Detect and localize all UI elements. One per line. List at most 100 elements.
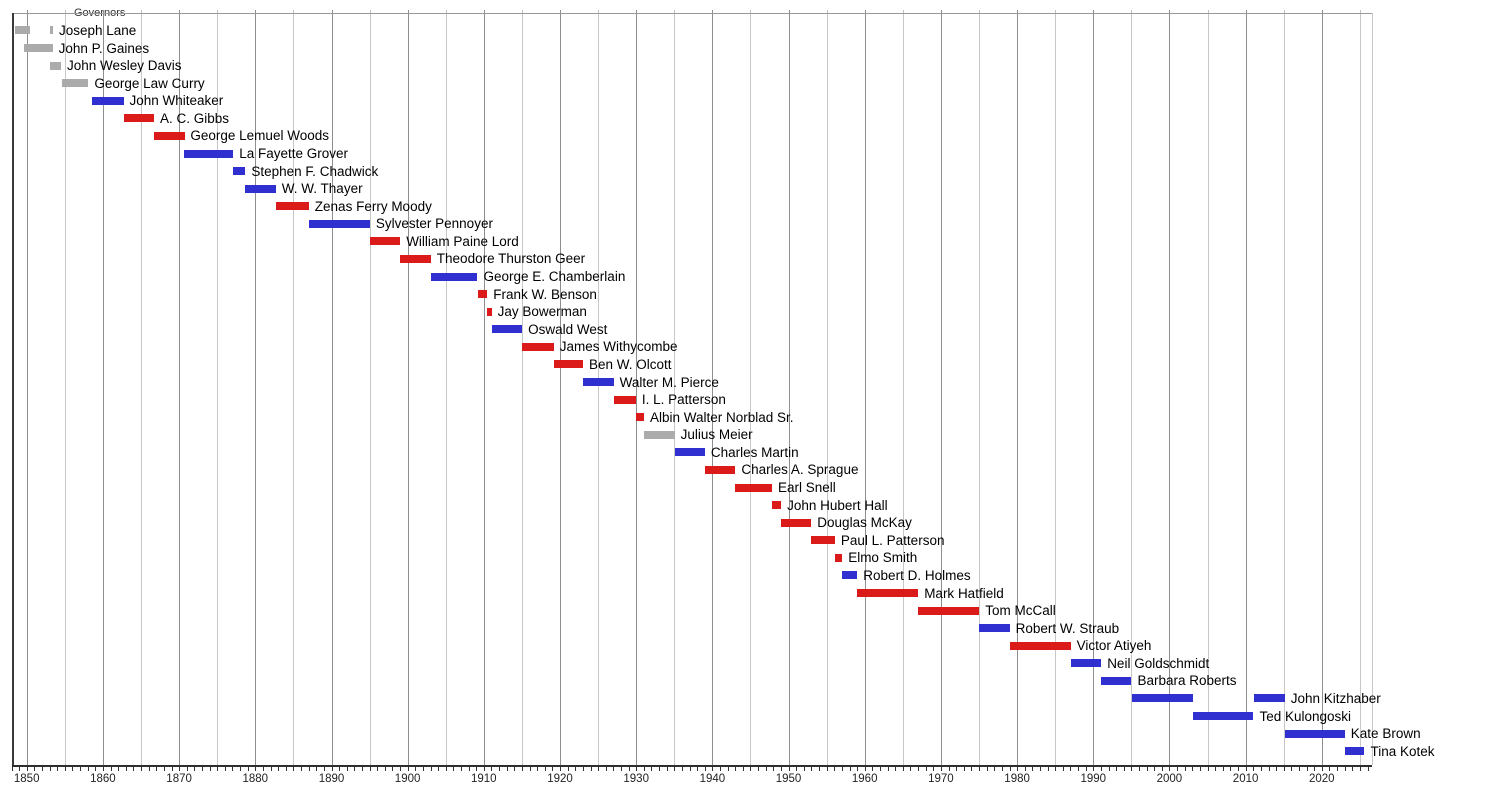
x-axis-tick (133, 767, 135, 771)
gridline-5yr (217, 13, 219, 765)
top-axis-tick (369, 10, 371, 13)
x-axis-label: 2010 (1232, 773, 1259, 785)
governor-label: Elmo Smith (848, 550, 918, 566)
top-axis-tick (750, 10, 752, 13)
x-axis-tick (278, 767, 280, 771)
governor-label: George Lemuel Woods (190, 128, 329, 144)
x-axis-label: 1920 (547, 773, 573, 785)
governor-label: Paul L. Patterson (840, 532, 945, 548)
x-axis-tick (95, 767, 97, 771)
timeline-bar (674, 448, 705, 457)
timeline-bar (857, 589, 919, 597)
x-axis-tick (994, 767, 996, 771)
x-axis-tick (674, 767, 676, 771)
timeline-bar (1284, 729, 1345, 738)
governor-label: George Law Curry (94, 75, 205, 91)
x-axis-tick (148, 767, 150, 771)
top-axis-tick (1283, 10, 1285, 13)
x-axis-tick (1352, 767, 1354, 771)
timeline-bar (1070, 659, 1102, 668)
x-axis-tick (765, 767, 767, 771)
x-axis-tick (346, 767, 348, 771)
timeline-bar (735, 483, 772, 492)
governor-label: Ted Kulongoski (1259, 708, 1352, 724)
governor-label: Oswald West (528, 321, 608, 337)
top-axis-tick (826, 10, 828, 13)
x-axis-tick (422, 767, 424, 771)
x-axis-tick (1306, 767, 1308, 771)
x-axis-tick (1238, 767, 1239, 771)
x-axis-tick (582, 767, 584, 771)
x-axis-tick (445, 767, 447, 771)
x-axis-tick (963, 767, 965, 771)
governor-label: George E. Chamberlain (483, 269, 626, 284)
x-axis-tick (87, 767, 89, 771)
x-axis-tick (240, 767, 241, 771)
gridline-5yr (902, 13, 904, 765)
governor-label: Sylvester Pennoyer (375, 216, 493, 232)
x-axis-tick (849, 767, 851, 771)
timeline-bar (245, 184, 276, 193)
governor-label: Frank W. Benson (493, 286, 597, 302)
timeline-bar (430, 272, 478, 281)
x-axis-tick (552, 767, 554, 771)
gridline-decade (1321, 13, 1323, 765)
x-axis-tick (1032, 767, 1034, 771)
x-axis-label: 1860 (90, 773, 116, 785)
x-axis-tick (1001, 767, 1003, 771)
governor-label: Albin Walter Norblad Sr. (650, 409, 794, 425)
x-axis-tick (415, 767, 417, 771)
timeline-bar (61, 79, 89, 88)
x-axis-tick (537, 767, 539, 771)
top-axis-tick (864, 10, 866, 13)
governor-label: John Hubert Hall (787, 497, 888, 513)
x-axis-tick (910, 767, 912, 771)
x-axis-tick (1215, 767, 1217, 771)
governor-label: Jay Bowerman (497, 304, 587, 320)
x-axis-tick (323, 767, 325, 771)
governor-label: Charles Martin (710, 444, 799, 460)
x-axis-tick (1062, 767, 1064, 771)
gridline-5yr (750, 13, 752, 765)
x-axis-tick (1047, 767, 1049, 771)
top-axis-tick (255, 10, 257, 13)
timeline-bar (1344, 747, 1365, 756)
chart-frame-left (11, 13, 14, 765)
governor-label: I. L. Patterson (641, 392, 726, 408)
governor-label: Theodore Thurston Geer (436, 251, 586, 267)
x-axis-label: 1930 (623, 773, 649, 785)
x-axis-tick (483, 767, 485, 771)
x-axis-label: 1900 (394, 773, 421, 785)
top-axis-tick (902, 10, 904, 13)
x-axis-line (11, 765, 1373, 767)
chart-frame-top (11, 13, 1373, 14)
x-axis-tick (902, 767, 904, 771)
x-axis-label: 1890 (318, 773, 345, 785)
x-axis-tick (1291, 767, 1293, 771)
x-axis-tick (1230, 767, 1232, 771)
top-axis-tick (636, 10, 638, 13)
x-axis-tick (1024, 767, 1026, 771)
x-axis-tick (392, 767, 394, 771)
governor-label: William Paine Lord (406, 233, 519, 249)
x-axis-tick (971, 767, 973, 771)
governor-label: Victor Atiyeh (1076, 638, 1152, 654)
governor-label: Neil Goldschmidt (1107, 655, 1210, 671)
x-axis-tick (1184, 767, 1186, 771)
governor-label: Earl Snell (778, 480, 836, 495)
x-axis-tick (217, 767, 219, 771)
gridline-5yr (826, 13, 828, 765)
gridline-5yr (1359, 13, 1361, 765)
x-axis-tick (880, 767, 881, 771)
x-axis-tick (316, 767, 318, 771)
top-axis-tick (64, 10, 66, 13)
top-axis-tick (712, 10, 714, 13)
x-axis-tick (1199, 767, 1201, 771)
gridline-decade (864, 13, 866, 765)
governor-label: John P. Gaines (58, 40, 150, 56)
timeline-bar (613, 395, 636, 404)
timeline-bar (369, 237, 401, 246)
x-axis-tick (1276, 767, 1278, 771)
top-axis-tick (979, 10, 980, 13)
timeline-bar (154, 131, 185, 140)
